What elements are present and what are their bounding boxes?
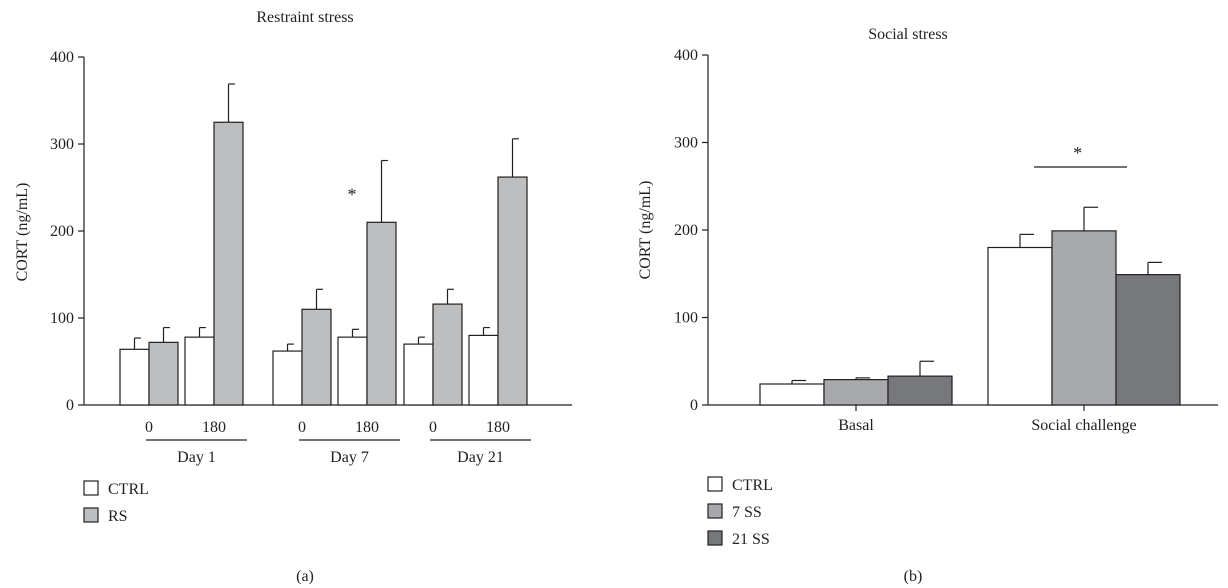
panel-b-label: (b) bbox=[904, 568, 923, 585]
y-tick-label: 200 bbox=[50, 223, 74, 240]
group-label-day-21: Day 21 bbox=[457, 449, 504, 466]
timepoint-label: 180 bbox=[355, 419, 379, 436]
y-tick-label: 0 bbox=[690, 397, 698, 414]
y-tick-label: 400 bbox=[50, 49, 74, 66]
panel-b-x-labels: Basal Social challenge bbox=[838, 405, 1137, 434]
legend-label-21-ss: 21 SS bbox=[732, 531, 770, 548]
timepoint-label: 0 bbox=[145, 419, 153, 436]
bar-rs-day-21-t180 bbox=[497, 176, 528, 406]
bar-ctrl-day-7-t180 bbox=[337, 336, 368, 406]
panel-b-ylabel: CORT (ng/mL) bbox=[637, 181, 654, 280]
bar-21-ss-basal bbox=[887, 375, 953, 406]
bar-ctrl-social-challenge bbox=[987, 246, 1053, 406]
bar-rs-day-7-t180 bbox=[366, 221, 397, 406]
panel-a-x-labels: 0 180 Day 1 0 180 Day 7 0 180 Day 21 bbox=[145, 419, 531, 466]
panel-b-legend: CTRL 7 SS 21 SS bbox=[707, 476, 773, 548]
timepoint-label: 0 bbox=[429, 419, 437, 436]
legend-swatch-ctrl bbox=[707, 476, 723, 492]
significance-asterisk: * bbox=[1073, 143, 1082, 163]
bar-rs-day-21-t0 bbox=[432, 303, 463, 406]
y-tick-label: 400 bbox=[674, 47, 698, 64]
panel-a-legend: CTRL RS bbox=[83, 480, 149, 525]
category-label-basal: Basal bbox=[838, 417, 874, 434]
legend-label-ctrl: CTRL bbox=[108, 481, 149, 498]
timepoint-label: 180 bbox=[202, 419, 226, 436]
panel-a-bars: * bbox=[119, 83, 528, 406]
bar-rs-day-7-t0 bbox=[301, 308, 332, 406]
legend-label-ctrl: CTRL bbox=[732, 477, 773, 494]
panel-a-label: (a) bbox=[296, 568, 314, 585]
y-tick-label: 100 bbox=[50, 310, 74, 327]
legend-swatch-rs bbox=[83, 507, 99, 523]
bar-rs-day-1-t180 bbox=[213, 121, 244, 406]
legend-swatch-7-ss bbox=[707, 503, 723, 519]
bar-ctrl-day-21-t180 bbox=[468, 334, 499, 406]
panel-a-restraint-stress: Restraint stress CORT (ng/mL) 0 100 200 300… bbox=[14, 9, 572, 585]
legend-label-rs: RS bbox=[108, 508, 128, 525]
group-label-day-7: Day 7 bbox=[330, 449, 369, 466]
panel-b-social-stress: Social stress CORT (ng/mL) 0 100 200 300 400… bbox=[637, 26, 1218, 585]
bar-7-ss-social-challenge bbox=[1051, 230, 1117, 406]
panel-b-bars: * bbox=[759, 143, 1181, 406]
bar-ctrl-day-21-t0 bbox=[403, 343, 434, 406]
y-tick-label: 200 bbox=[674, 222, 698, 239]
bar-rs-day-1-t0 bbox=[148, 341, 179, 406]
panel-a-ylabel: CORT (ng/mL) bbox=[14, 183, 31, 282]
bar-ctrl-day-7-t0 bbox=[272, 350, 303, 406]
category-label-social-challenge: Social challenge bbox=[1031, 417, 1136, 434]
panel-b-title: Social stress bbox=[868, 26, 948, 43]
bar-ctrl-day-1-t0 bbox=[119, 348, 150, 406]
legend-swatch-ctrl bbox=[83, 480, 99, 496]
bar-7-ss-basal bbox=[823, 379, 889, 406]
bar-ctrl-day-1-t180 bbox=[184, 336, 215, 406]
legend-swatch-21-ss bbox=[707, 530, 723, 546]
y-tick-label: 0 bbox=[66, 397, 74, 414]
y-tick-label: 300 bbox=[674, 135, 698, 152]
y-tick-label: 100 bbox=[674, 310, 698, 327]
y-tick-label: 300 bbox=[50, 136, 74, 153]
group-label-day-1: Day 1 bbox=[177, 449, 216, 466]
panel-a-title: Restraint stress bbox=[256, 9, 353, 26]
significance-asterisk: * bbox=[348, 185, 357, 205]
bar-ctrl-basal bbox=[759, 383, 825, 406]
timepoint-label: 180 bbox=[486, 419, 510, 436]
legend-label-7-ss: 7 SS bbox=[732, 504, 762, 521]
timepoint-label: 0 bbox=[298, 419, 306, 436]
bar-21-ss-social-challenge bbox=[1115, 274, 1181, 406]
